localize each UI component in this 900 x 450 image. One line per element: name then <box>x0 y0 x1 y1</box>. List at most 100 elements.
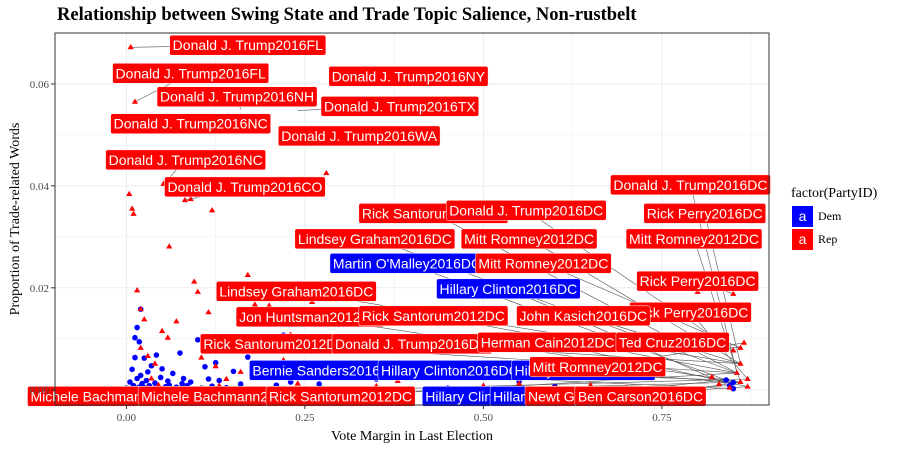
rep-point <box>205 308 212 315</box>
rep-point <box>323 169 330 176</box>
point-label-text: Hillary Clinton2016DC <box>381 362 519 378</box>
point-label-box <box>156 86 318 107</box>
point-label-box <box>636 270 759 292</box>
dem-point <box>132 354 138 361</box>
point-label-box <box>110 113 271 134</box>
dem-point <box>132 334 138 341</box>
point-label-text: Rick Santorum2012DC <box>362 308 505 324</box>
point-label: Rick Santorum2012DC <box>200 333 350 355</box>
dem-point <box>723 377 729 383</box>
point-label: Donald J. Trump2016NY <box>328 66 489 87</box>
dem-point <box>205 376 212 382</box>
point-label-text: Donald J. Trump2016TX <box>324 98 476 114</box>
point-label: Lindsey Graham2016DC <box>294 228 456 250</box>
rep-point <box>194 288 201 294</box>
point-label-text: Lindsey Graham2016DC <box>298 231 452 247</box>
y-tick-label: 0.04 <box>30 181 50 193</box>
point-label-text: Rick Perry2016DC <box>640 273 756 289</box>
point-label-box <box>169 34 327 56</box>
point-label-box <box>105 149 266 171</box>
point-label-box <box>265 386 416 407</box>
point-label-text: Mitt Romney2012DC <box>533 359 663 375</box>
point-label: Rick Perry2016DC <box>643 203 766 224</box>
rep-point <box>181 196 189 203</box>
rep-point <box>133 287 141 293</box>
point-label-text: Donald J. Trump2016FL <box>116 65 266 81</box>
point-label-text: Martin O'Malley2016DC <box>333 255 481 271</box>
point-label: Donald J. Trump2016DC <box>445 200 607 221</box>
point-label-box <box>164 176 326 198</box>
dem-point <box>730 379 737 386</box>
point-label-box <box>615 332 730 353</box>
dem-point <box>180 375 187 382</box>
point-label-text: Rick Santorum2012DC <box>203 336 346 352</box>
point-label-text: Donald J. Trump2016DC <box>449 202 603 218</box>
point-label-text: Ted Cruz2016DC <box>619 334 726 350</box>
y-tick-label: 0.06 <box>30 79 50 91</box>
point-label-box <box>610 174 771 196</box>
point-label-box <box>625 228 763 250</box>
point-label-text: Donald J. Trump2016NH <box>160 89 314 105</box>
dem-point <box>134 324 140 331</box>
dem-point <box>230 368 237 375</box>
point-label: Rick Santorum2012DC <box>265 386 416 407</box>
legend-key <box>792 206 813 227</box>
point-label-text: Rick Perry2016DC <box>632 304 748 320</box>
point-label-text: Jon Huntsman2012DC <box>239 309 381 325</box>
rep-point <box>155 381 162 388</box>
rep-point <box>191 278 198 284</box>
rep-point <box>166 243 173 249</box>
point-label-box <box>294 228 456 250</box>
point-label: Mitt Romney2012DC <box>460 228 598 250</box>
dem-point <box>730 385 737 392</box>
point-label-box <box>529 356 666 378</box>
point-label-box <box>643 203 766 224</box>
dem-point <box>143 377 150 384</box>
x-tick-label: 0.25 <box>295 412 315 424</box>
dem-point <box>152 380 158 386</box>
rep-point <box>726 384 733 390</box>
rep-point <box>144 352 151 359</box>
plot-border <box>54 32 770 406</box>
point-label: Ben Carson2016DC <box>574 386 707 407</box>
rep-point <box>130 210 137 216</box>
dem-point <box>202 363 208 370</box>
point-label: Mitt Romney2012DC <box>475 253 612 274</box>
x-tick-label: 0.75 <box>652 412 672 424</box>
point-label-text: Mitt Romney2012DC <box>464 231 594 247</box>
rep-point <box>131 98 139 104</box>
y-axis-title: Proportion of Trade-related Words <box>8 123 23 316</box>
point-label: Rick Perry2016DC <box>636 270 759 292</box>
point-label-text: Ben Carson2016DC <box>578 388 703 404</box>
point-label-text: Donald J. Trump2016DC <box>335 336 489 352</box>
point-label-box <box>475 253 612 274</box>
dem-point <box>170 370 176 377</box>
legend-key-letter: a <box>799 231 807 247</box>
point-label: Lindsey Graham2016DC <box>216 281 377 302</box>
rep-point <box>126 190 133 197</box>
point-label: Donald J. Trump2016CO <box>164 176 326 198</box>
point-label-text: Donald J. Trump2016NY <box>332 68 486 84</box>
point-label: Donald J. Trump2016FL <box>169 34 327 56</box>
dem-point <box>145 369 151 375</box>
dem-point <box>244 354 251 360</box>
point-label-text: Hillary Clinton2016DC <box>440 281 578 297</box>
rep-point <box>141 316 148 322</box>
point-label-text: Lindsey Graham2016DC <box>219 283 373 299</box>
point-label-text: Rick Santorum2012DC <box>269 388 412 404</box>
rep-point <box>708 373 716 379</box>
point-labels: Donald J. Trump2016FL Donald J. Trump2016… <box>27 34 771 407</box>
rep-point <box>737 360 744 366</box>
rep-point <box>730 290 737 296</box>
point-label-text: John Kasich2016DC <box>520 308 648 324</box>
point-label-text: Herman Cain2012DC <box>481 334 615 350</box>
rep-point <box>164 334 171 340</box>
point-label-text: Donald J. Trump2016FL <box>173 37 323 53</box>
point-label: Hillary Clinton2016DC <box>436 278 581 300</box>
point-label-text: Donald J. Trump2016NC <box>109 152 263 168</box>
point-label-text: Donald J. Trump2016DC <box>613 177 767 193</box>
rep-point <box>737 378 744 385</box>
legend-label: Dem <box>818 209 842 223</box>
point-label: Herman Cain2012DC <box>477 332 618 353</box>
